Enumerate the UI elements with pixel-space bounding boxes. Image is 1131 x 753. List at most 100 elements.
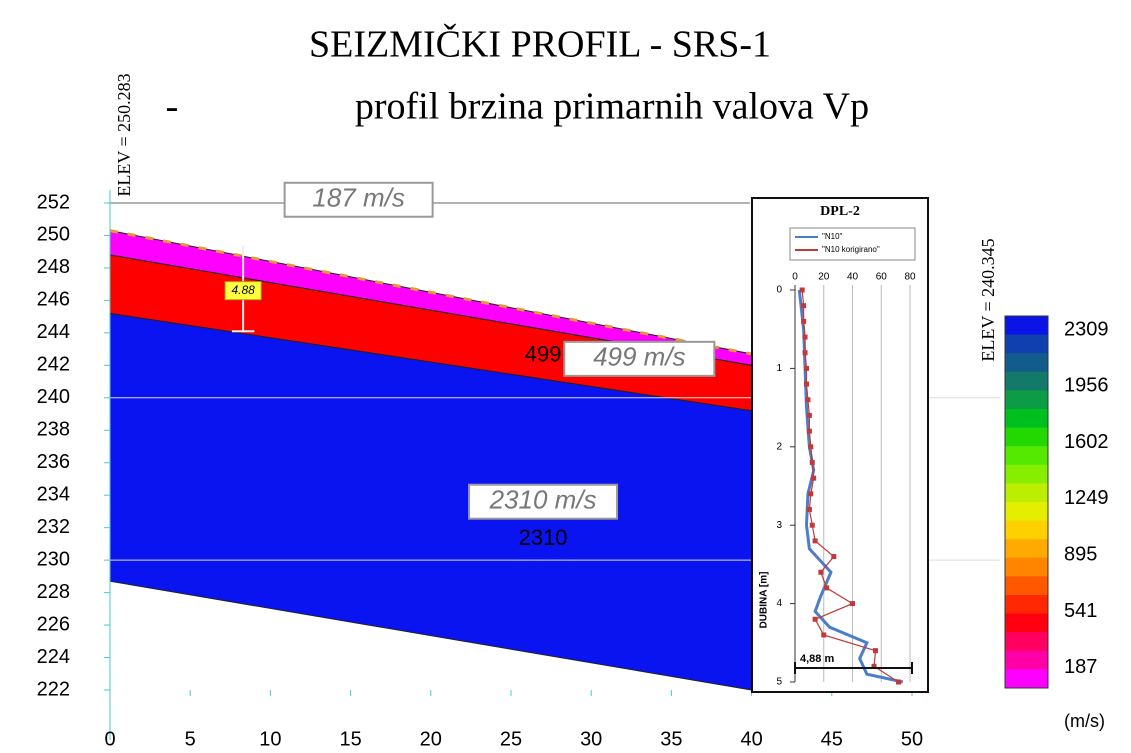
colorbar-band — [1005, 464, 1048, 484]
y-tick-label: 4 — [776, 598, 782, 609]
y-tick-label: 3 — [776, 520, 782, 531]
elev-left: ELEV = 250.283 — [114, 73, 134, 196]
y-tick-label: 252 — [37, 191, 70, 213]
legend-label: "N10 korigirano" — [822, 245, 880, 254]
y-tick-label: 2 — [776, 441, 782, 452]
point — [799, 287, 805, 293]
colorbar-band — [1005, 334, 1048, 354]
colorbar-band — [1005, 427, 1048, 447]
colorbar-label: 187 — [1064, 656, 1097, 678]
x-tick-label: 15 — [339, 728, 361, 750]
point — [809, 459, 815, 465]
y-tick-label: 226 — [37, 613, 70, 635]
colorbar-band — [1005, 557, 1048, 577]
x-tick-label: 30 — [580, 728, 602, 750]
x-tick-label: 35 — [660, 728, 682, 750]
point — [806, 507, 812, 513]
elev-right: ELEV = 240.345 — [978, 238, 998, 361]
x-tick-label: 25 — [500, 728, 522, 750]
colorbar-band — [1005, 632, 1048, 652]
legend-label: "N10" — [822, 232, 843, 241]
label-box — [468, 483, 619, 520]
point — [811, 475, 817, 481]
layer-label: 2310 — [519, 525, 568, 550]
colorbar-band — [1005, 520, 1048, 540]
x-tick-label: 20 — [420, 728, 442, 750]
colorbar-label: 2309 — [1064, 318, 1109, 340]
point — [804, 381, 809, 387]
inset-frame — [751, 197, 929, 693]
x-tick-label: 40 — [847, 272, 859, 283]
surface-line — [109, 229, 752, 356]
y-tick-label: 250 — [37, 224, 70, 246]
layer-box-label: 499 m/s — [593, 342, 686, 372]
colorbar-band — [1005, 390, 1048, 410]
depth-annotation: 4,88 m — [800, 653, 834, 665]
colorbar-band — [1005, 483, 1048, 503]
y-tick-label: 238 — [37, 419, 70, 441]
layer-box-label: 187 m/s — [312, 183, 405, 213]
colorbar-band — [1005, 595, 1048, 615]
colorbar-band — [1005, 353, 1048, 373]
x-tick-label: 50 — [901, 728, 923, 750]
point — [801, 318, 807, 324]
layer-box-label: 2310 m/s — [489, 485, 597, 515]
point — [821, 632, 827, 638]
x-tick-label: 20 — [818, 272, 830, 283]
colorbar-band — [1005, 650, 1048, 670]
point — [805, 397, 811, 403]
inset-title: DPL-2 — [820, 204, 860, 219]
layer-label: 499 — [525, 341, 562, 366]
x-tick-label: 80 — [904, 272, 916, 283]
point — [802, 334, 808, 340]
y-tick-label: 1 — [776, 363, 782, 374]
point — [804, 365, 809, 371]
point — [806, 412, 812, 418]
y-tick-label: 232 — [37, 516, 70, 538]
colorbar-label: 1956 — [1064, 375, 1109, 397]
inset-ylabel: DUBINA [m] — [759, 572, 770, 629]
point — [873, 648, 878, 654]
legend-box — [789, 227, 916, 261]
series-line — [797, 289, 904, 684]
point — [818, 569, 824, 575]
colorbar-label: 541 — [1064, 600, 1097, 622]
colorbar-band — [1005, 371, 1048, 391]
point — [808, 491, 814, 497]
thickness-label: 4.88 — [231, 283, 255, 297]
point — [802, 350, 808, 356]
colorbar-band — [1005, 539, 1048, 559]
chart-title: SEIZMIČKI PROFIL - SRS-1 — [309, 24, 771, 66]
colorbar-band — [1005, 576, 1048, 596]
colorbar-label: 895 — [1064, 543, 1097, 565]
y-tick-label: 0 — [776, 285, 782, 296]
y-tick-label: 240 — [37, 386, 70, 408]
y-tick-label: 228 — [37, 581, 70, 603]
label-box — [283, 181, 434, 218]
y-tick-label: 244 — [37, 321, 70, 343]
point — [806, 428, 812, 434]
point — [801, 303, 807, 309]
colorbar-label: 1249 — [1064, 487, 1109, 509]
x-tick-label: 40 — [740, 728, 762, 750]
y-tick-label: 230 — [37, 548, 70, 570]
y-tick-label: 5 — [776, 677, 782, 688]
colorbar-unit: (m/s) — [1064, 711, 1105, 731]
y-tick-label: 224 — [37, 646, 70, 668]
colorbar-label: 1602 — [1064, 431, 1109, 453]
x-tick-label: 5 — [185, 728, 196, 750]
point — [812, 538, 818, 544]
point — [808, 444, 814, 450]
y-tick-label: 246 — [37, 289, 70, 311]
x-tick-label: 45 — [821, 728, 843, 750]
series-line — [801, 289, 899, 683]
point — [850, 601, 855, 607]
colorbar-band — [1005, 502, 1048, 522]
x-tick-label: 60 — [876, 272, 888, 283]
point — [812, 616, 818, 622]
colorbar-band — [1005, 409, 1048, 429]
colorbar-band — [1005, 613, 1048, 633]
x-tick-label: 0 — [792, 272, 798, 283]
y-tick-label: 222 — [37, 678, 70, 700]
